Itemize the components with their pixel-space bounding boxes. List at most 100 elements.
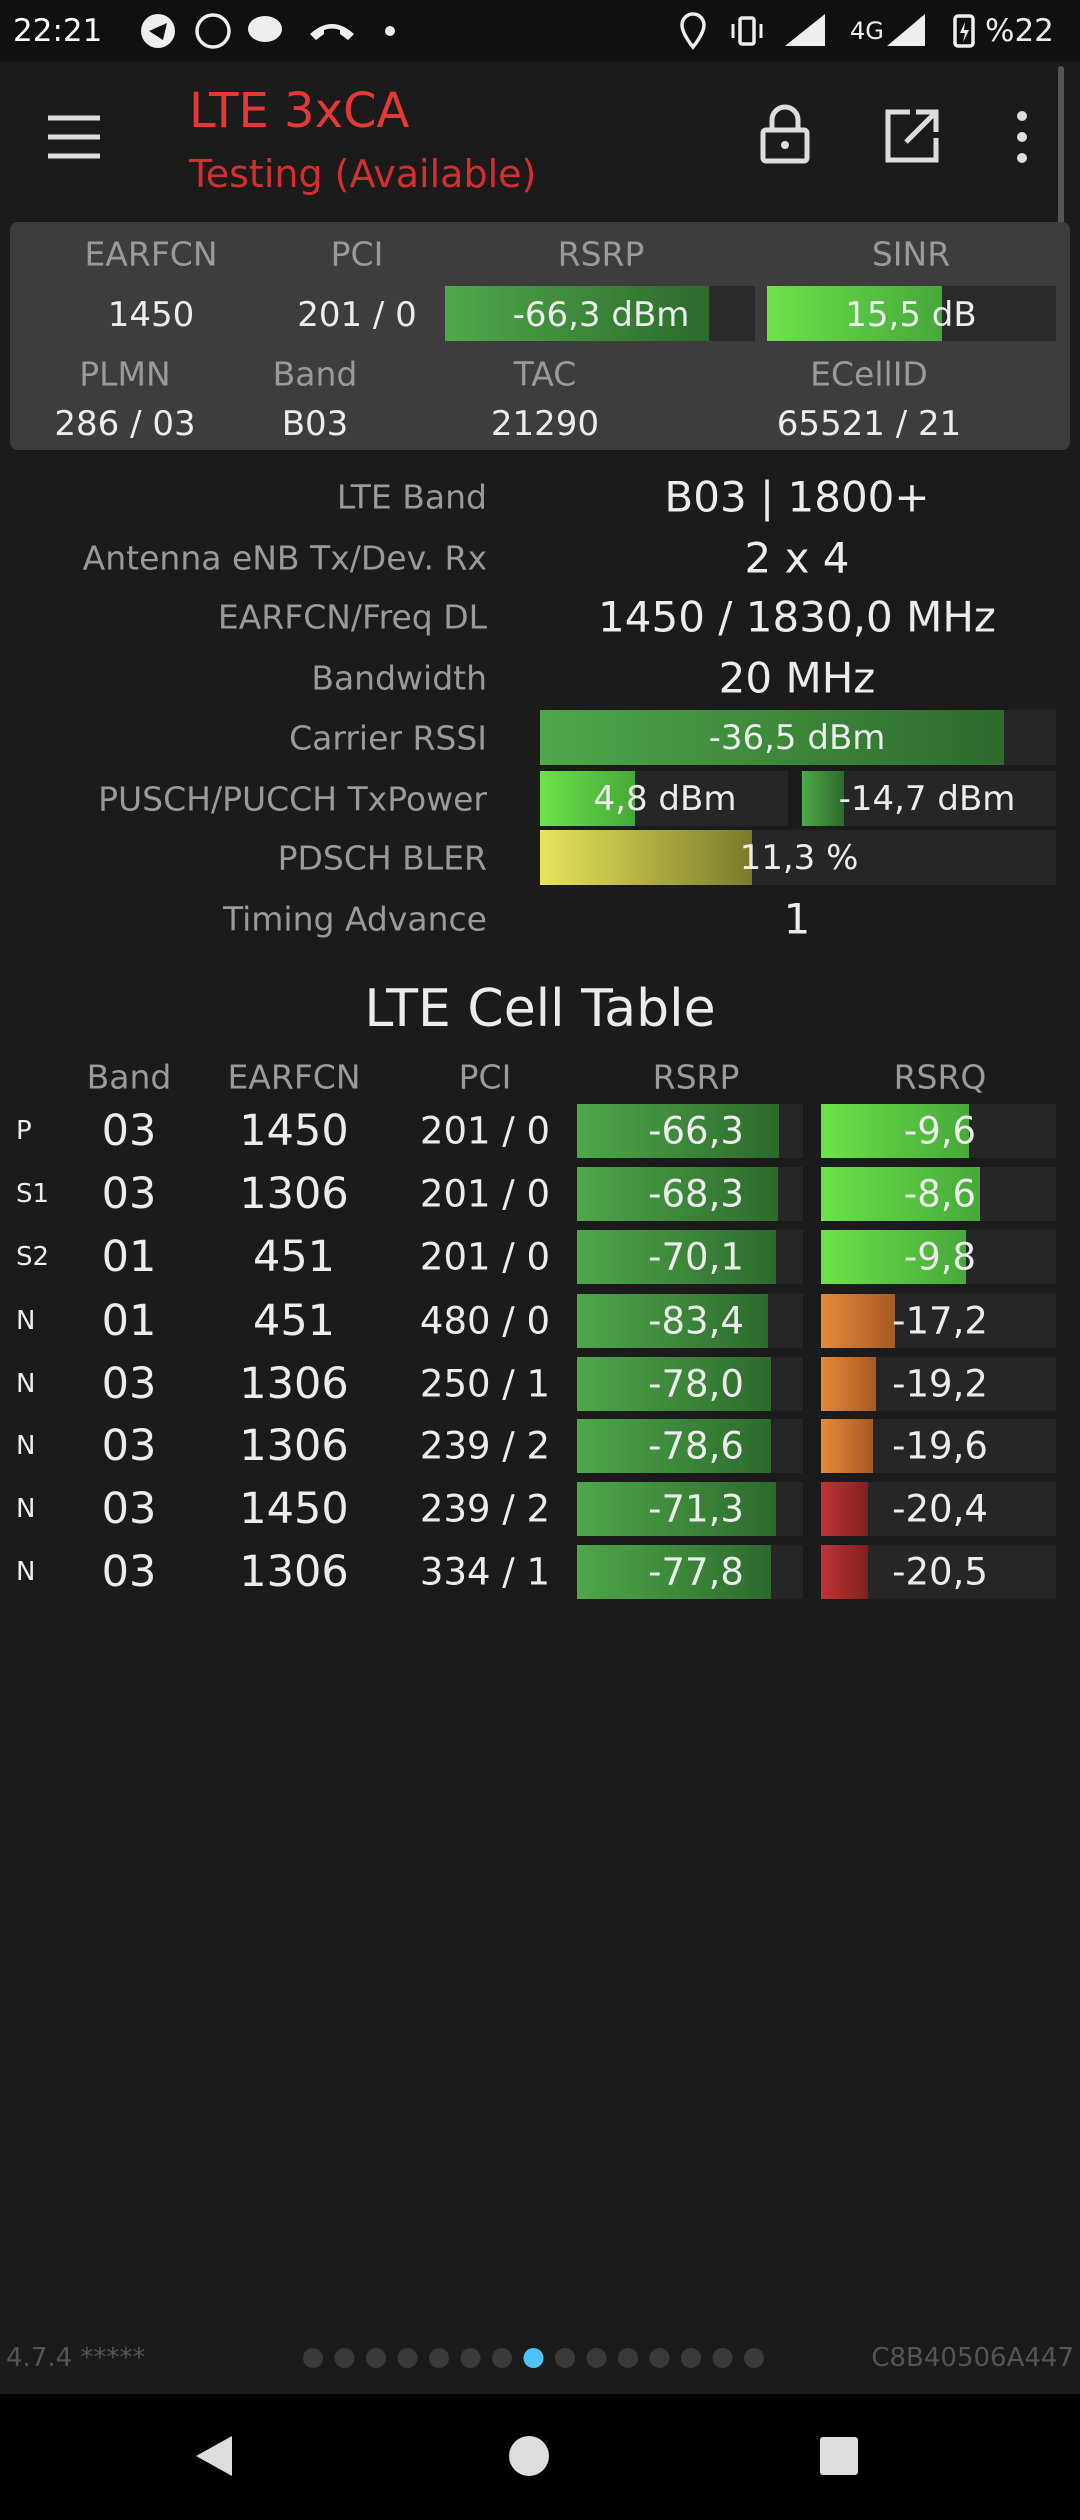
- cell-earfcn: 1450: [239, 1106, 349, 1156]
- cell-rsrp: -68,3: [648, 1172, 744, 1216]
- page-dot[interactable]: [712, 2348, 733, 2368]
- app-version: 4.7.4 *****: [6, 2343, 146, 2373]
- summary-value: 65521 / 21: [776, 404, 962, 444]
- rsrp-track: [577, 1230, 803, 1284]
- rsrq-track: [821, 1294, 1056, 1348]
- app-title: LTE 3xCA: [189, 83, 410, 139]
- rsrp-track: [577, 1357, 803, 1411]
- rsrp-track: [577, 1482, 803, 1536]
- rsrp-track: [577, 1419, 803, 1473]
- cell-rsrq: -20,5: [892, 1550, 988, 1594]
- detail-value: B03 | 1800+: [664, 472, 930, 522]
- summary-label: TAC: [513, 354, 577, 394]
- page-dot[interactable]: [744, 2348, 764, 2368]
- summary-value: 286 / 03: [54, 404, 196, 444]
- page-dot[interactable]: [523, 2348, 544, 2368]
- cell-earfcn: 451: [252, 1232, 336, 1282]
- cell-type: P: [16, 1116, 32, 1146]
- summary-label: PCI: [330, 234, 384, 274]
- rsrq-track: [821, 1419, 1056, 1473]
- app-subtitle: Testing (Available): [189, 152, 537, 196]
- cell-type: N: [16, 1306, 36, 1336]
- cell-band: 03: [101, 1169, 157, 1219]
- rsrp-track: [577, 1294, 803, 1348]
- network-type: 4G: [850, 17, 884, 45]
- rsrq-track: [821, 1357, 1056, 1411]
- rsrp-track: [577, 1545, 803, 1599]
- page-dot[interactable]: [460, 2348, 481, 2368]
- table-header: Band: [86, 1057, 172, 1097]
- page-dot[interactable]: [366, 2348, 386, 2368]
- cell-band: 03: [101, 1547, 157, 1597]
- detail-label: Bandwidth: [311, 658, 487, 698]
- table-header: RSRP: [652, 1057, 740, 1097]
- rsrp-track: [445, 286, 755, 341]
- detail-value: 11,3 %: [739, 838, 859, 878]
- rsrq-track: [821, 1482, 1056, 1536]
- cell-band: 03: [101, 1359, 157, 1409]
- system-icons: [680, 12, 825, 50]
- cell-pci: 334 / 1: [419, 1550, 551, 1594]
- page-dot[interactable]: [586, 2348, 607, 2368]
- status-time: 22:21: [13, 13, 103, 49]
- table-header: RSRQ: [893, 1057, 987, 1097]
- detail-label: PDSCH BLER: [277, 838, 487, 878]
- summary-value: B03: [281, 404, 349, 444]
- detail-label: Timing Advance: [222, 899, 487, 939]
- cell-band: 03: [101, 1106, 157, 1156]
- menu-button[interactable]: [46, 112, 102, 162]
- cell-rsrq: -19,6: [892, 1424, 988, 1468]
- signal-battery-icons: [887, 14, 975, 48]
- nav-buttons[interactable]: [0, 2394, 1080, 2520]
- summary-label: Band: [272, 354, 358, 394]
- cell-rsrp: -71,3: [648, 1487, 744, 1531]
- cell-band: 01: [101, 1232, 157, 1282]
- page-dot[interactable]: [649, 2348, 670, 2368]
- page-dot[interactable]: [334, 2348, 355, 2368]
- table-header: EARFCN: [227, 1057, 361, 1097]
- cell-pci: 201 / 0: [419, 1235, 551, 1279]
- cell-type: N: [16, 1369, 36, 1399]
- detail-label: Antenna eNB Tx/Dev. Rx: [82, 538, 487, 578]
- summary-value: -66,3 dBm: [512, 295, 690, 335]
- cell-type: N: [16, 1557, 36, 1587]
- summary-label: PLMN: [79, 354, 171, 394]
- scrollbar: [1058, 66, 1064, 316]
- device-id: C8B40506A447: [871, 2343, 1074, 2373]
- rsrq-track: [821, 1167, 1056, 1221]
- battery-level: %22: [985, 13, 1054, 49]
- page-dot[interactable]: [555, 2348, 575, 2368]
- cell-pci: 239 / 2: [419, 1487, 551, 1531]
- page-dot[interactable]: [492, 2348, 512, 2368]
- detail-value: -14,7 dBm: [838, 779, 1016, 819]
- pucch-track: [802, 771, 1056, 826]
- rsrq-track: [821, 1104, 1056, 1158]
- cell-type: N: [16, 1494, 36, 1524]
- detail-value: 20 MHz: [718, 653, 876, 703]
- rssi-track: [540, 710, 1056, 765]
- notification-icons: [141, 13, 395, 49]
- cell-rsrq: -19,2: [892, 1362, 988, 1406]
- page-dot[interactable]: [618, 2348, 638, 2368]
- detail-value: -36,5 dBm: [708, 718, 886, 758]
- page-dot[interactable]: [397, 2348, 418, 2368]
- share-button[interactable]: [884, 108, 940, 164]
- page-dot[interactable]: [681, 2348, 701, 2368]
- summary-value: 201 / 0: [297, 295, 417, 335]
- lock-button[interactable]: [758, 104, 812, 164]
- summary-label: SINR: [871, 234, 951, 274]
- page-dot[interactable]: [429, 2348, 449, 2368]
- cell-band: 03: [101, 1421, 157, 1471]
- page-dot[interactable]: [303, 2348, 323, 2368]
- detail-label: PUSCH/PUCCH TxPower: [98, 779, 487, 819]
- cell-type: S1: [16, 1179, 50, 1209]
- cell-earfcn: 1306: [239, 1547, 349, 1597]
- cell-rsrq: -20,4: [892, 1487, 988, 1531]
- detail-value: 1: [783, 894, 811, 944]
- cell-rsrp: -66,3: [648, 1109, 744, 1153]
- overflow-menu[interactable]: [1012, 110, 1032, 164]
- rsrq-track: [821, 1230, 1056, 1284]
- cell-pci: 239 / 2: [419, 1424, 551, 1468]
- cell-earfcn: 1450: [239, 1484, 349, 1534]
